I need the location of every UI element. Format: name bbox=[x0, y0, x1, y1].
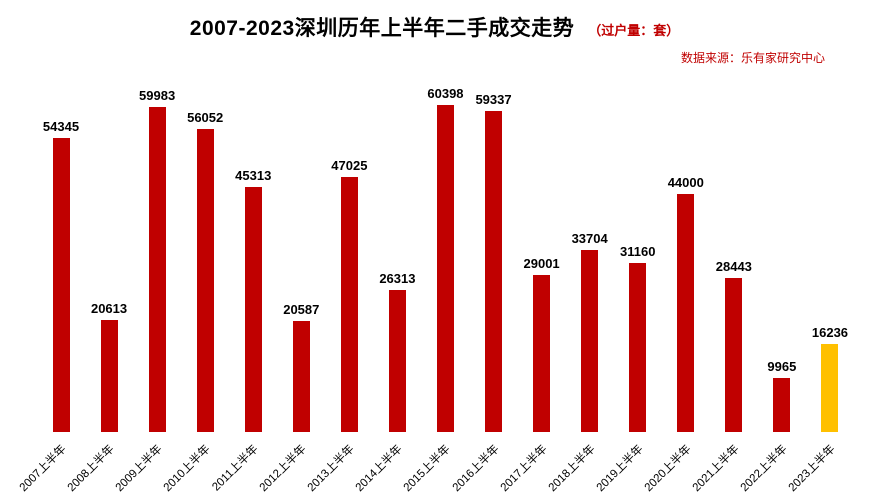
bar-value-label-2012: 20587 bbox=[283, 302, 320, 317]
bar-value-label-2014: 26313 bbox=[379, 271, 416, 286]
bar-value-label-2009: 59983 bbox=[139, 88, 176, 103]
bar-value-label-2023: 16236 bbox=[811, 325, 849, 340]
bar-value-label-2021: 28443 bbox=[715, 259, 752, 274]
bar-value-label-2011: 45313 bbox=[235, 168, 272, 183]
bar-2016 bbox=[485, 111, 503, 432]
bar-value-label-2022: 9965 bbox=[767, 359, 797, 374]
bar-2015 bbox=[436, 105, 454, 432]
data-source: 数据来源：乐有家研究中心 bbox=[680, 51, 825, 65]
bar-2018 bbox=[581, 250, 599, 432]
bar-2011 bbox=[244, 187, 262, 432]
bar-value-label-2013: 47025 bbox=[331, 158, 368, 173]
bar-value-label-2016: 59337 bbox=[475, 92, 512, 107]
bar-2013 bbox=[340, 177, 358, 432]
bar-2007 bbox=[52, 138, 70, 432]
chart-title: 2007-2023深圳历年上半年二手成交走势 bbox=[189, 17, 575, 40]
bar-2012 bbox=[292, 321, 310, 432]
bar-value-label-2010: 56052 bbox=[187, 110, 224, 125]
bar-2008 bbox=[100, 320, 118, 432]
bar-value-label-2017: 29001 bbox=[523, 256, 560, 271]
bar-value-label-2019: 31160 bbox=[620, 244, 656, 259]
bar-2020 bbox=[677, 194, 695, 432]
bar-2023 bbox=[821, 344, 839, 432]
bar-value-label-2008: 20613 bbox=[90, 301, 128, 316]
bar-2009 bbox=[148, 107, 166, 432]
bar-2021 bbox=[725, 278, 743, 432]
bar-2022 bbox=[773, 378, 791, 432]
bar-value-label-2015: 60398 bbox=[427, 86, 464, 101]
title-row: 2007-2023深圳历年上半年二手成交走势 （过户量：套） bbox=[0, 12, 869, 42]
bar-2017 bbox=[533, 275, 551, 432]
bar-value-label-2007: 54345 bbox=[42, 119, 80, 134]
bar-value-label-2020: 44000 bbox=[667, 175, 704, 190]
bar-2014 bbox=[388, 290, 406, 432]
bar-2019 bbox=[629, 263, 647, 432]
bar-value-label-2018: 33704 bbox=[571, 231, 608, 246]
chart-title-unit: （过户量：套） bbox=[588, 22, 680, 38]
bar-2010 bbox=[196, 129, 214, 432]
